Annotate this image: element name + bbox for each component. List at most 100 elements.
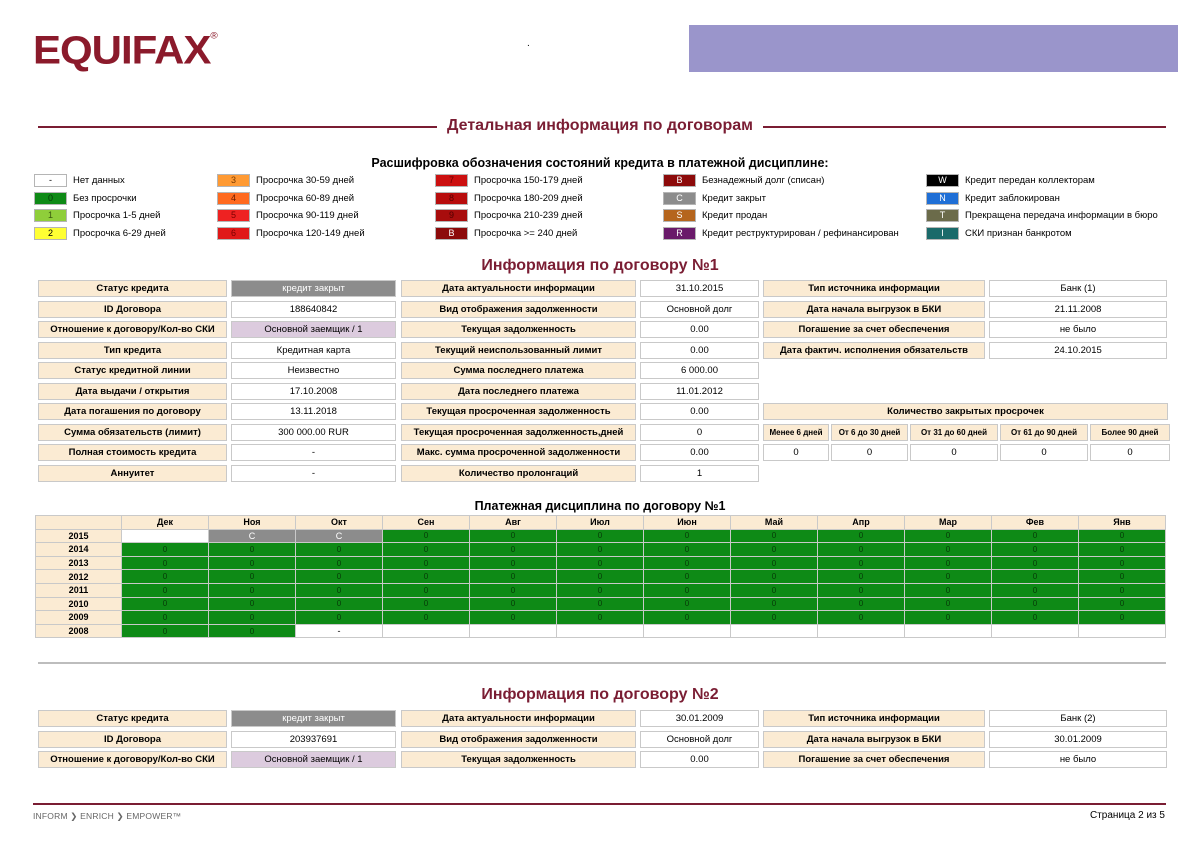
contract1-title-wrap: Информация по договору №1 (0, 257, 1200, 275)
discipline-table: Дек Ноя Окт Сен Авг Июл Июн Май Апр Мар Фев Янв 2015… (35, 515, 1166, 639)
discipline-cell: 0 (991, 542, 1079, 557)
discipline-cell: 0 (208, 542, 296, 557)
legend-label: Безнадежный долг (списан) (702, 175, 825, 186)
discipline-cell: 0 (1078, 542, 1166, 557)
field-label: Сумма последнего платежа (401, 362, 636, 379)
discipline-row: 2012 0 0 0 0 0 0 0 0 0 0 0 0 (35, 569, 1166, 584)
discipline-cell: 0 (382, 528, 470, 544)
discipline-cell (730, 623, 818, 639)
discipline-cell: 0 (208, 582, 296, 598)
discipline-cell: 0 (121, 555, 209, 571)
field-value: Банк (2) (989, 710, 1167, 727)
field-value: 300 000.00 RUR (231, 423, 396, 441)
discipline-corner (35, 515, 122, 530)
field-value: 0.00 (640, 341, 759, 359)
legend-label: Просрочка 210-239 дней (474, 210, 583, 221)
equifax-logo: EQUIFAX® (33, 27, 218, 72)
discipline-cell: 0 (208, 596, 296, 612)
field-label: Погашение за счет обеспечения (763, 751, 985, 768)
legend-label: Просрочка 180-209 дней (474, 193, 583, 204)
discipline-cell: 0 (556, 582, 644, 598)
field-value: Основной заемщик / 1 (231, 321, 396, 338)
discipline-cell: 0 (382, 596, 470, 612)
discipline-cell (991, 623, 1079, 639)
overdue-value: 0 (910, 444, 998, 461)
header-banner (689, 25, 1178, 72)
legend-item: B Безнадежный долг (списан) (663, 174, 824, 187)
field-value: Банк (1) (989, 280, 1167, 297)
legend-item: 1 Просрочка 1-5 дней (34, 209, 161, 222)
legend-label: Просрочка 90-119 дней (256, 210, 359, 221)
field-value: Основной долг (640, 730, 759, 748)
field-label: ID Договора (38, 300, 227, 318)
field-label: Количество пролонгаций (401, 464, 636, 482)
year-label: 2015 (35, 528, 122, 544)
discipline-cell: 0 (904, 569, 992, 584)
field-label: Дата начала выгрузок в БКИ (763, 730, 985, 748)
field-label: Дата погашения по договору (38, 403, 227, 420)
field-value: 21.11.2008 (989, 300, 1167, 318)
field-label: Погашение за счет обеспечения (763, 321, 985, 338)
field-value: 30.01.2009 (640, 710, 759, 727)
discipline-row: 2015 C C 0 0 0 0 0 0 0 0 0 (35, 528, 1166, 544)
discipline-cell: 0 (556, 610, 644, 625)
discipline-cell: 0 (904, 555, 992, 571)
overdue-header: Менее 6 дней (763, 423, 829, 441)
field-value: Кредитная карта (231, 341, 396, 359)
legend-swatch: W (926, 174, 959, 187)
field-label: Вид отображения задолженности (401, 300, 636, 318)
discipline-row: 2013 0 0 0 0 0 0 0 0 0 0 0 0 (35, 555, 1166, 571)
contract2-title: Информация по договору №2 (471, 686, 729, 703)
field-value: 30.01.2009 (989, 730, 1167, 748)
discipline-cell: 0 (643, 555, 731, 571)
discipline-cell: 0 (991, 610, 1079, 625)
field-label: Аннуитет (38, 464, 227, 482)
field-value: 31.10.2015 (640, 280, 759, 297)
legend-label: Нет данных (73, 175, 125, 186)
discipline-cell (469, 623, 557, 639)
discipline-cell: 0 (121, 542, 209, 557)
header-dot: . (527, 38, 530, 49)
field-label: Дата актуальности информации (401, 710, 636, 727)
footer-divider (33, 803, 1166, 805)
discipline-cell: 0 (382, 569, 470, 584)
legend-item: S Кредит продан (663, 209, 767, 222)
discipline-row: 2010 0 0 0 0 0 0 0 0 0 0 0 0 (35, 596, 1166, 612)
discipline-cell: 0 (469, 569, 557, 584)
legend-item: I СКИ признан банкротом (926, 227, 1072, 240)
discipline-cell: 0 (643, 596, 731, 612)
field-value: 13.11.2018 (231, 403, 396, 420)
legend-item: 3 Просрочка 30-59 дней (217, 174, 354, 187)
field-label: Текущий неиспользованный лимит (401, 341, 636, 359)
field-value: - (231, 464, 396, 482)
legend-item: C Кредит закрыт (663, 192, 766, 205)
discipline-cell: 0 (817, 528, 905, 544)
discipline-cell: 0 (643, 528, 731, 544)
field-label: Дата выдачи / открытия (38, 382, 227, 400)
year-label: 2008 (35, 623, 122, 639)
legend-swatch: N (926, 192, 959, 205)
field-label: Текущая задолженность (401, 751, 636, 768)
field-value: 6 000.00 (640, 362, 759, 379)
legend-label: Просрочка >= 240 дней (474, 228, 578, 239)
legend-item: 7 Просрочка 150-179 дней (435, 174, 583, 187)
discipline-row: 2014 0 0 0 0 0 0 0 0 0 0 0 0 (35, 542, 1166, 557)
legend-swatch: 6 (217, 227, 250, 240)
discipline-cell: 0 (382, 610, 470, 625)
overdue-header: От 6 до 30 дней (831, 423, 908, 441)
discipline-cell (121, 528, 209, 544)
discipline-cell: 0 (904, 596, 992, 612)
legend-label: Кредит передан коллекторам (965, 175, 1095, 186)
field-value: кредит закрыт (231, 280, 396, 297)
field-value: 188640842 (231, 300, 396, 318)
page-number: Страница 2 из 5 (1090, 810, 1165, 821)
discipline-cell: 0 (1078, 569, 1166, 584)
legend-label: Просрочка 150-179 дней (474, 175, 583, 186)
field-value: не было (989, 321, 1167, 338)
month-header: Ноя (208, 515, 296, 530)
legend-label: Кредит закрыт (702, 193, 766, 204)
discipline-row: 2011 0 0 0 0 0 0 0 0 0 0 0 0 (35, 582, 1166, 598)
year-label: 2013 (35, 555, 122, 571)
discipline-cell: 0 (469, 555, 557, 571)
legend-item: T Прекращена передача информации в бюро (926, 209, 1158, 222)
